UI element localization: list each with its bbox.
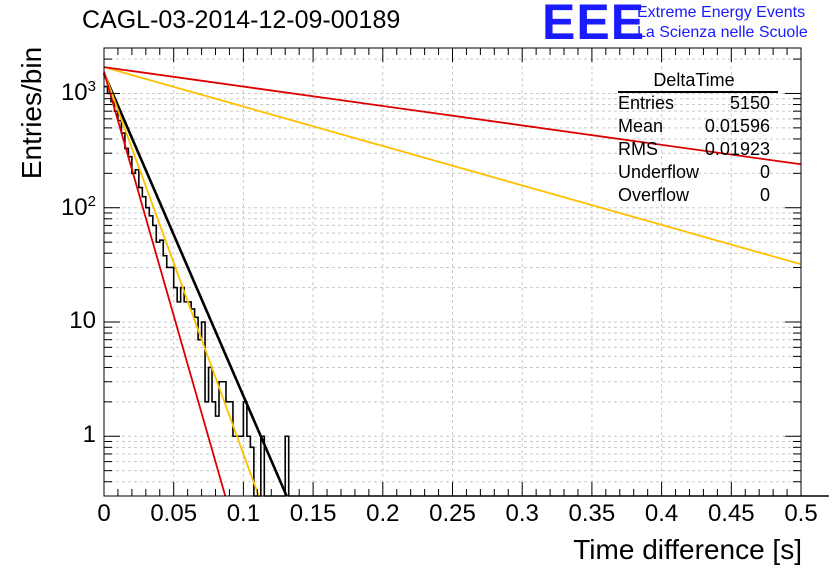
axes (103, 47, 802, 497)
stats-divider (618, 91, 778, 93)
x-tick-label: 0.35 (568, 500, 616, 527)
y-axis-label: Entries/bin (16, 46, 47, 180)
stats-value: 0 (759, 185, 770, 205)
x-tick-label: 0.45 (707, 500, 755, 527)
x-axis-label: Time difference [s] (573, 534, 802, 565)
fit-lines (102, 66, 802, 497)
eee-logo: EEE (542, 0, 646, 50)
chart-title: CAGL-03-2014-12-09-00189 (82, 6, 401, 34)
y-tick-label: 103 (60, 78, 96, 107)
x-tick-label: 0.4 (644, 500, 679, 527)
fit-line (103, 66, 802, 266)
brand-line-2: La Scienza nelle Scuole (637, 24, 808, 41)
stats-label: RMS (618, 139, 658, 159)
stats-value: 5150 (729, 93, 770, 113)
stats-label: Overflow (618, 185, 690, 205)
stats-label: Underflow (618, 162, 700, 182)
fit-line (102, 72, 288, 497)
x-tick-label: 0.5 (784, 500, 818, 527)
stats-label: Mean (618, 116, 664, 136)
x-tick-label: 0.1 (226, 500, 261, 527)
stats-box: DeltaTime Entries 5150 Mean 0.01596 RMS … (610, 66, 778, 210)
x-tick-label: 0.25 (429, 500, 476, 527)
brand-line-1: Extreme Energy Events (637, 4, 806, 21)
x-tick-label: 0.2 (366, 500, 400, 527)
x-tick-label: 0 (97, 500, 111, 527)
y-tick-label: 10 (69, 306, 96, 334)
x-tick-label: 0.15 (289, 500, 337, 527)
stats-title: DeltaTime (653, 70, 735, 90)
stats-value: 0 (759, 162, 770, 182)
y-tick-label: 1 (82, 421, 96, 449)
stats-value: 0.01923 (704, 139, 770, 159)
x-tick-label: 0.05 (150, 500, 198, 527)
fit-line (103, 71, 227, 497)
stats-value: 0.01596 (704, 116, 770, 136)
fit-line (103, 71, 260, 497)
y-tick-label: 102 (60, 192, 96, 221)
fit-line (103, 66, 802, 166)
x-tick-label: 0.3 (505, 500, 539, 527)
stats-label: Entries (618, 93, 675, 113)
